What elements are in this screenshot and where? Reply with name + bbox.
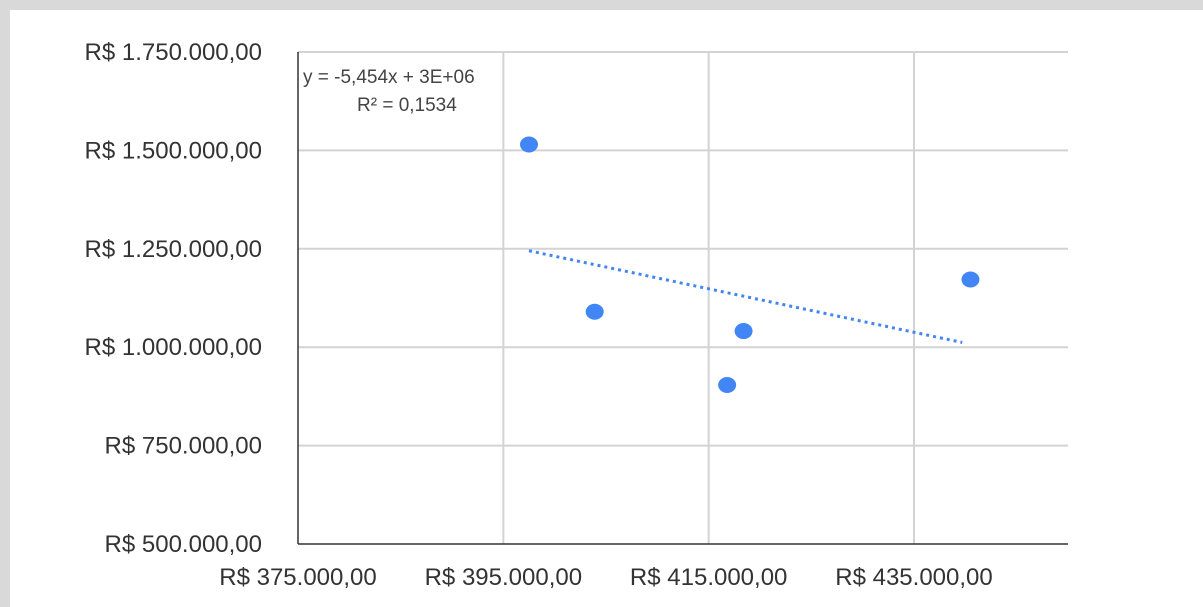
trendline-r-squared: R² = 0,1534 xyxy=(357,95,457,116)
trendline-equation: y = -5,454x + 3E+06 xyxy=(303,67,475,88)
axes xyxy=(297,52,1068,545)
y-tick-label: R$ 1.500.000,00 xyxy=(85,137,262,164)
x-axis-tick-labels: R$ 375.000,00 R$ 395.000,00 R$ 415.000,00 R… xyxy=(219,564,992,591)
grid-lines xyxy=(298,51,1068,544)
data-point xyxy=(961,271,980,288)
y-tick-label: R$ 1.000.000,00 xyxy=(85,334,262,361)
x-tick-label: R$ 395.000,00 xyxy=(425,564,582,591)
y-tick-label: R$ 750.000,00 xyxy=(105,433,262,460)
y-tick-label: R$ 500.000,00 xyxy=(105,531,262,558)
data-point xyxy=(734,323,753,340)
y-tick-label: R$ 1.750.000,00 xyxy=(85,39,262,66)
data-point xyxy=(585,303,604,320)
x-tick-label: R$ 415.000,00 xyxy=(630,564,787,591)
y-axis-tick-labels: R$ 500.000,00 R$ 750.000,00 R$ 1.000.000,0… xyxy=(85,39,262,558)
trendline-equation-group: y = -5,454x + 3E+06 R² = 0,1534 xyxy=(303,67,475,116)
y-tick-label: R$ 1.250.000,00 xyxy=(85,236,262,263)
x-tick-label: R$ 375.000,00 xyxy=(219,564,376,591)
x-tick-label: R$ 435.000,00 xyxy=(835,564,992,591)
data-points xyxy=(520,136,980,393)
data-point xyxy=(520,136,538,153)
data-point xyxy=(718,376,737,393)
